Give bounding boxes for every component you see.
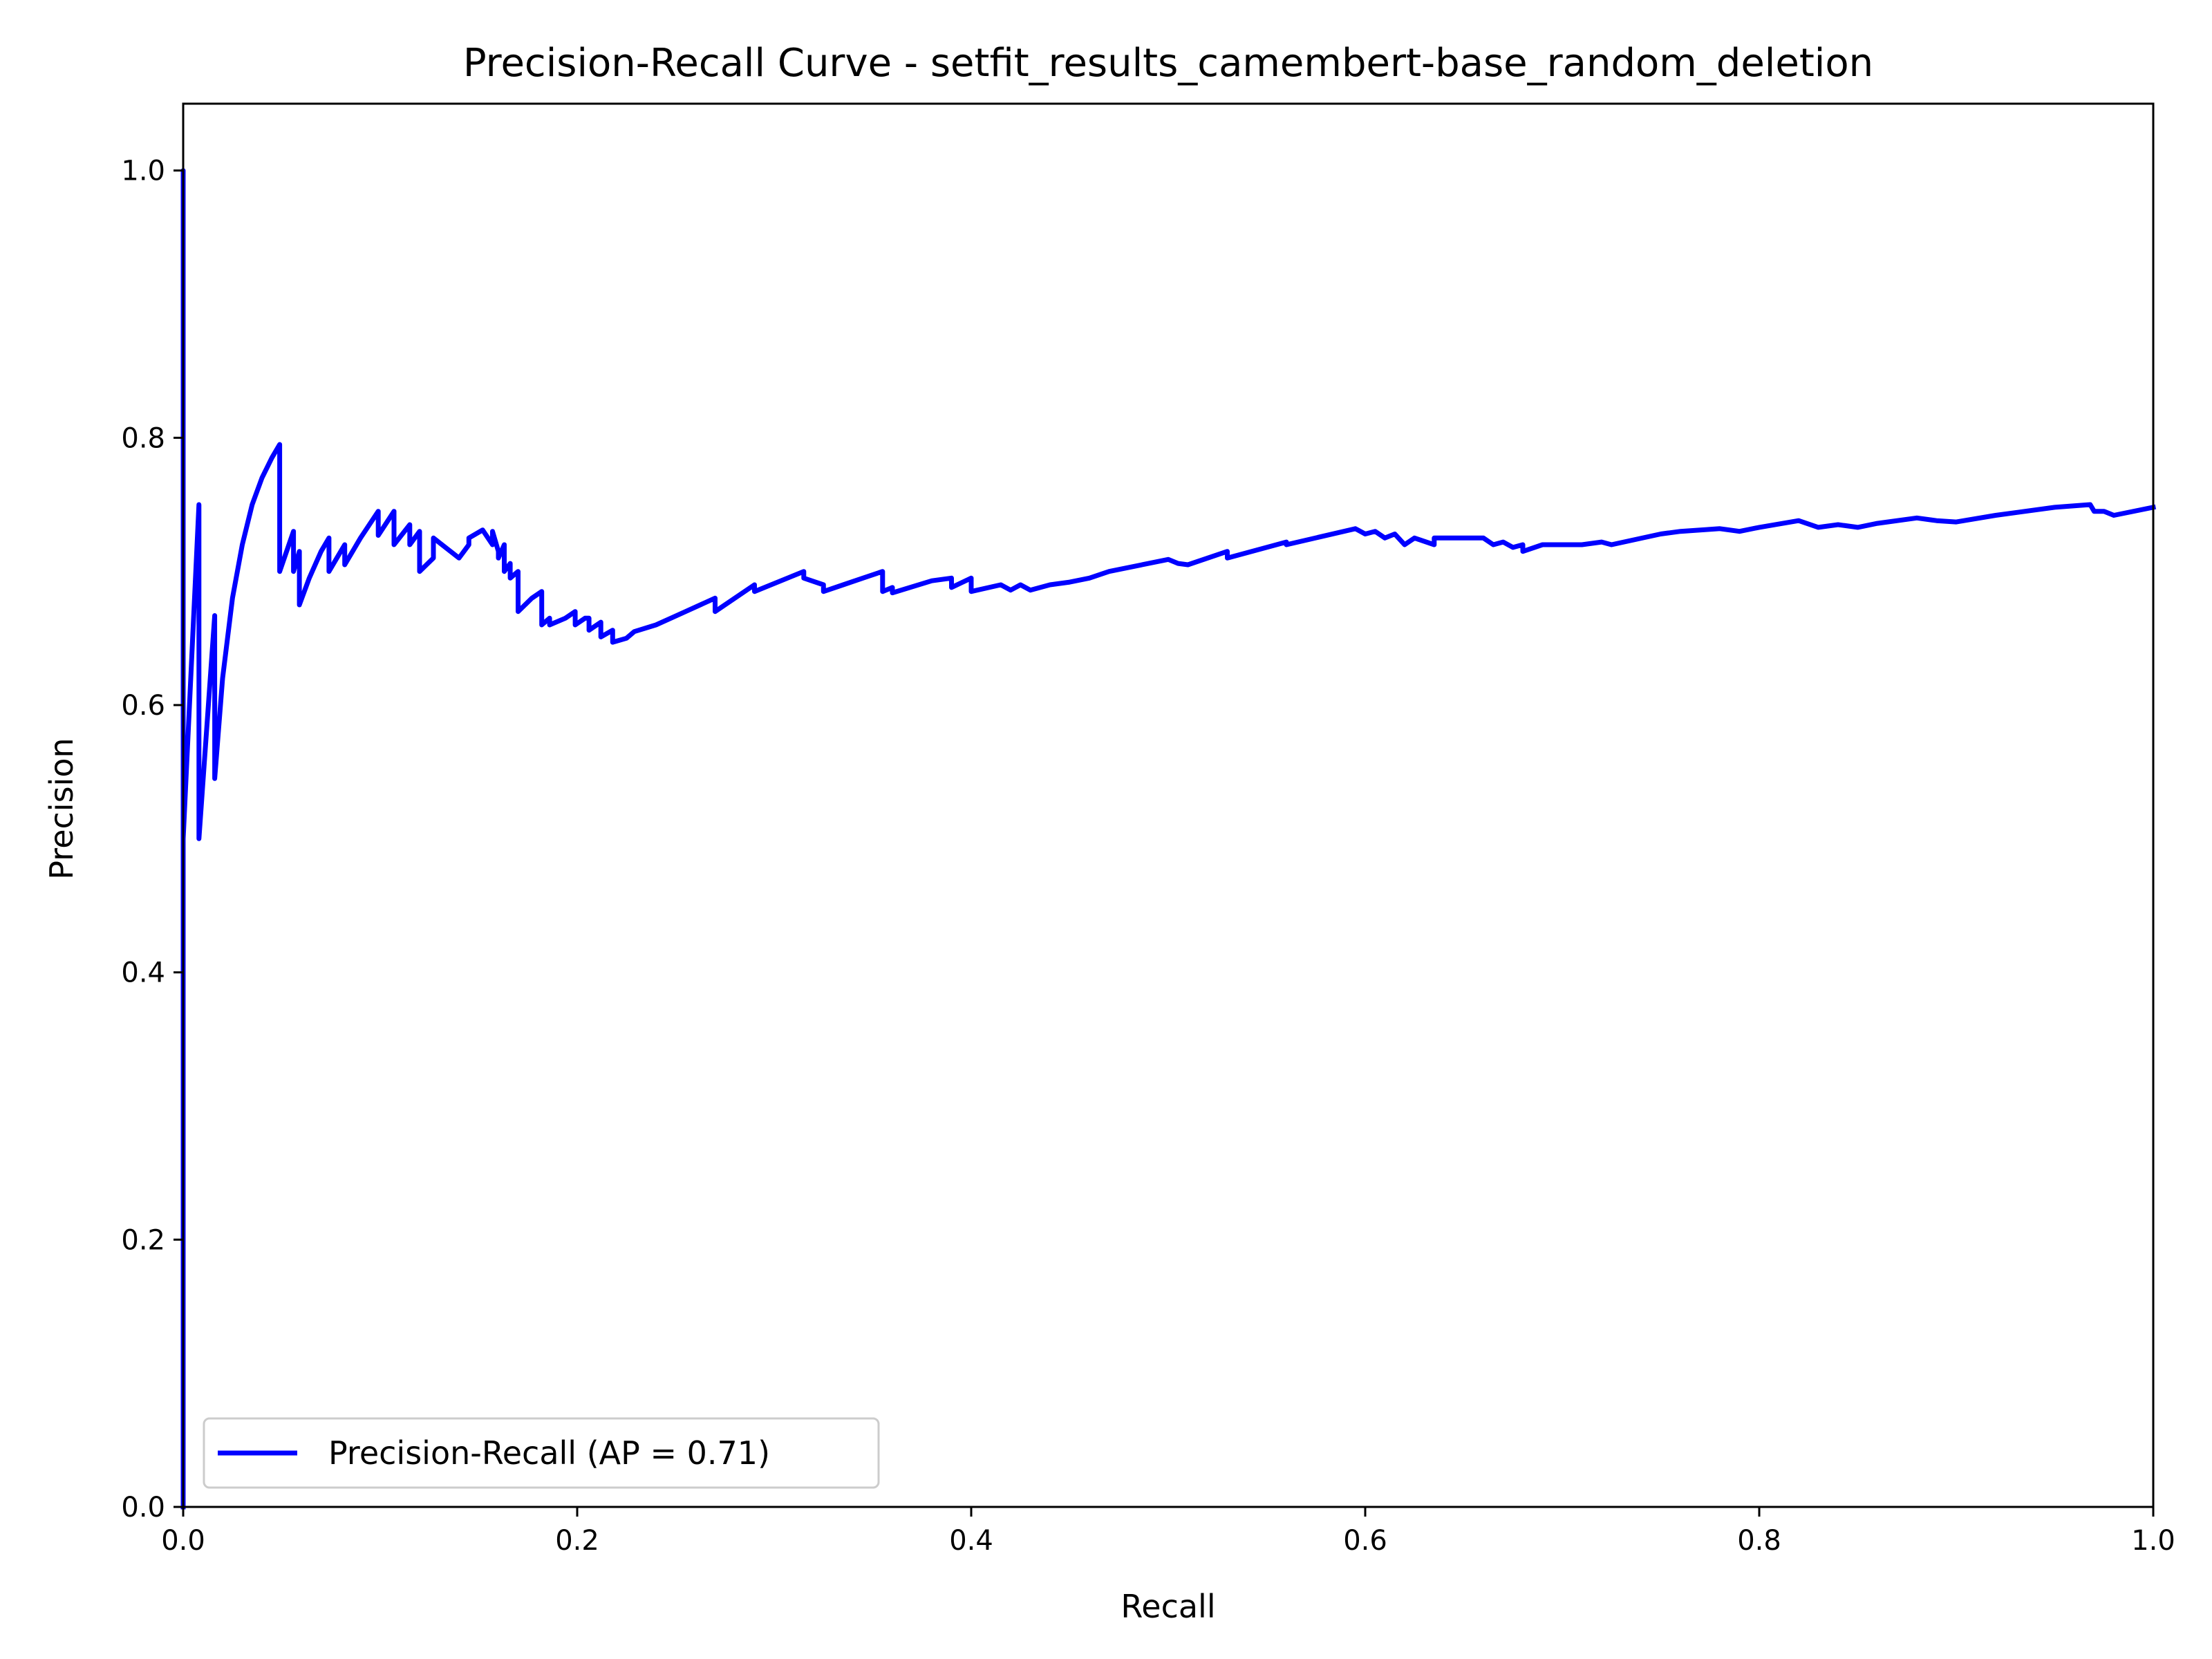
- y-tick-label: 0.2: [121, 1224, 165, 1256]
- y-axis-label: Precision: [43, 738, 80, 879]
- plot-area: [183, 104, 2153, 1507]
- y-tick-label: 0.0: [121, 1492, 165, 1524]
- chart-title: Precision-Recall Curve - setfit_results_…: [463, 41, 1873, 86]
- legend-label: Precision-Recall (AP = 0.71): [328, 1434, 770, 1472]
- y-tick-label: 0.8: [121, 422, 165, 454]
- x-tick-label: 0.0: [161, 1525, 205, 1557]
- x-tick-label: 0.4: [949, 1525, 993, 1557]
- series-layer: [180, 168, 2157, 1510]
- x-tick-label: 0.8: [1737, 1525, 1781, 1557]
- x-axis-label: Recall: [1121, 1588, 1215, 1625]
- series-line-0: [180, 168, 2157, 1510]
- y-tick-label: 0.6: [121, 690, 165, 722]
- y-tick-label: 0.4: [121, 957, 165, 989]
- x-tick-label: 0.6: [1343, 1525, 1387, 1557]
- x-tick-label: 1.0: [2131, 1525, 2175, 1557]
- y-axis-ticks: 0.0 0.2 0.4 0.6 0.8 1.0: [121, 156, 183, 1524]
- legend: Precision-Recall (AP = 0.71): [203, 1417, 880, 1489]
- legend-box: [203, 1417, 880, 1489]
- plot-frame: [182, 102, 2155, 1508]
- x-tick-label: 0.2: [555, 1525, 599, 1557]
- plot-background: [183, 104, 2153, 1507]
- x-axis-ticks: 0.0 0.2 0.4 0.6 0.8 1.0: [161, 1507, 2175, 1557]
- y-tick-label: 1.0: [121, 156, 165, 187]
